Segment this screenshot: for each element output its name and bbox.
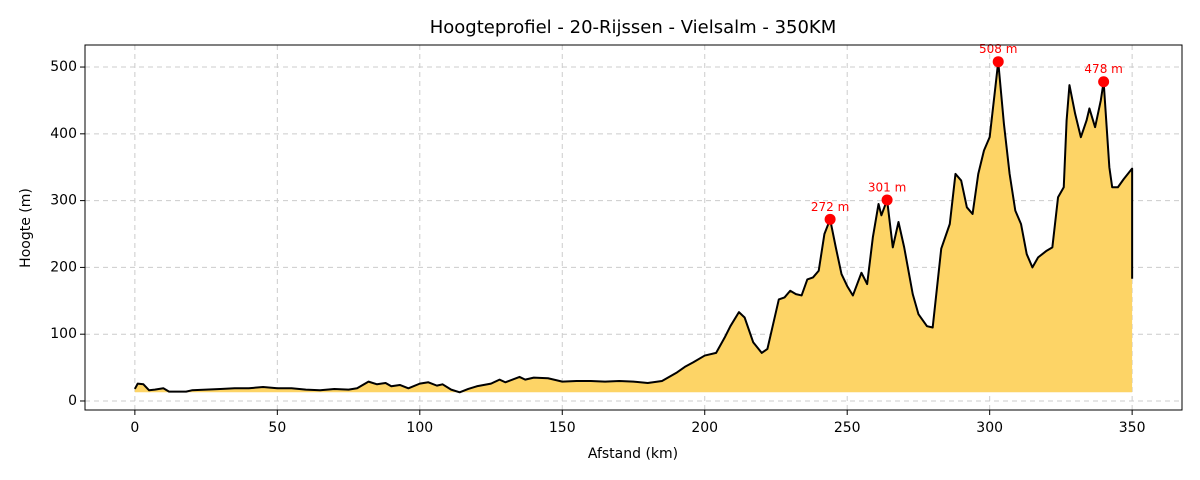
y-tick-label: 100 [50, 326, 77, 342]
x-tick-label: 350 [1119, 420, 1146, 436]
peak-marker [881, 194, 893, 206]
peak-marker [824, 213, 836, 225]
y-tick-label: 0 [68, 393, 77, 409]
chart-title: Hoogteprofiel - 20-Rijssen - Vielsalm - … [430, 17, 837, 38]
y-axis-label: Hoogte (m) [18, 188, 34, 268]
y-tick-label: 500 [50, 59, 77, 75]
x-tick-label: 300 [976, 420, 1003, 436]
area-fill [134, 61, 1133, 393]
x-tick-label: 0 [130, 420, 139, 436]
y-tick-label: 200 [50, 259, 77, 275]
y-tick-label: 300 [50, 193, 77, 209]
peak-label: 508 m [979, 42, 1017, 56]
peak-marker [1098, 76, 1110, 88]
peak-label: 478 m [1084, 62, 1122, 76]
plot-frame [84, 44, 1183, 411]
y-tick-label: 400 [50, 126, 77, 142]
peak-label: 272 m [811, 200, 849, 214]
x-tick-label: 100 [406, 420, 433, 436]
x-tick-label: 150 [549, 420, 576, 436]
x-tick-label: 200 [691, 420, 718, 436]
elevation-line [133, 60, 1134, 394]
x-axis-label: Afstand (km) [588, 446, 678, 462]
peak-label: 301 m [868, 180, 906, 194]
peak-marker [992, 56, 1004, 68]
x-tick-label: 250 [834, 420, 861, 436]
x-tick-label: 50 [268, 420, 286, 436]
